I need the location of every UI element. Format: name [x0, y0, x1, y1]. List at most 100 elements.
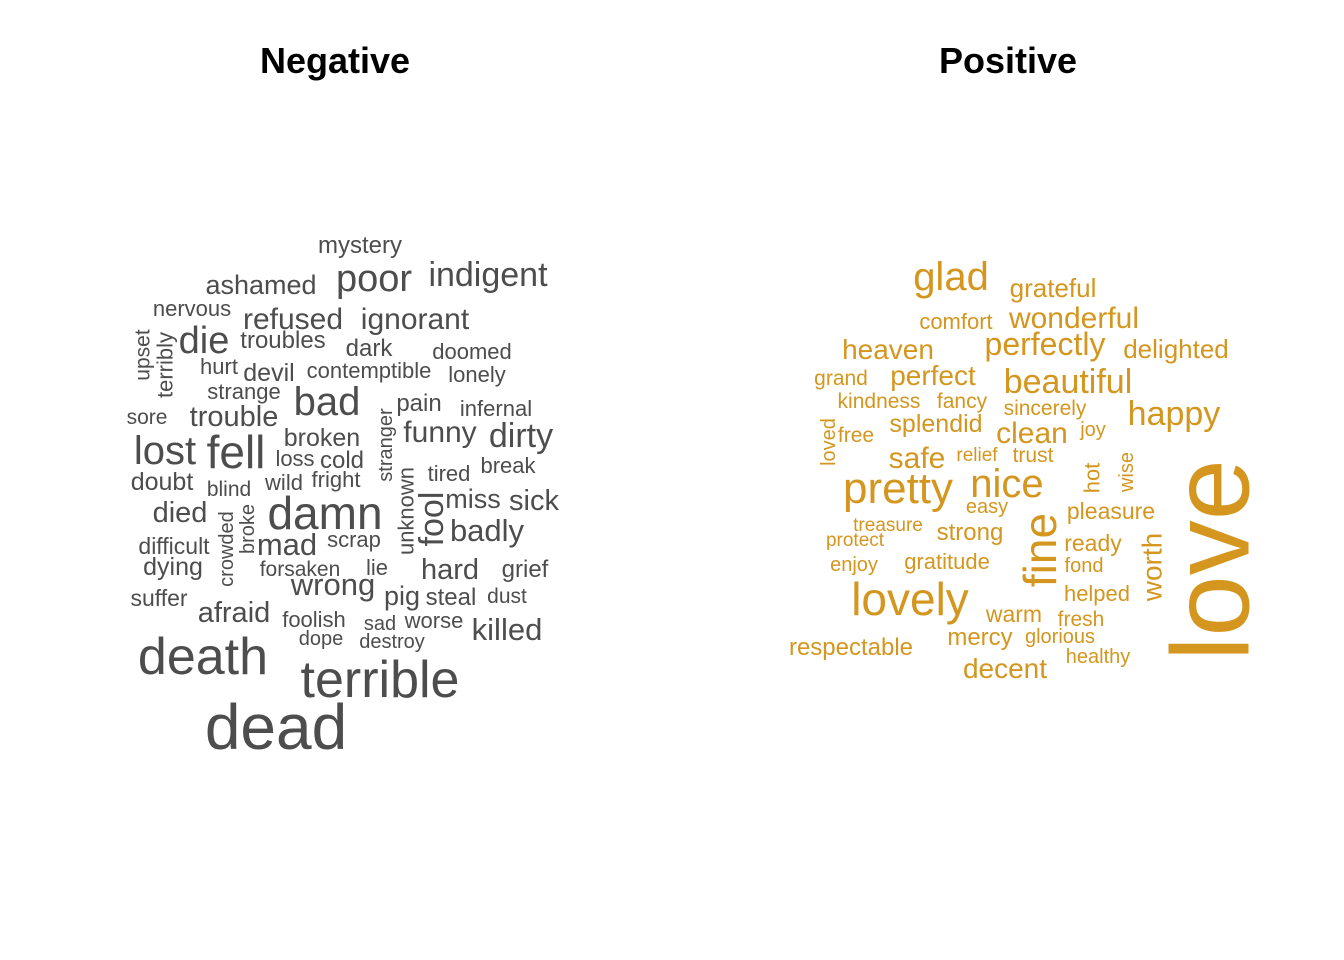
negative-word-dead: dead [205, 691, 347, 763]
negative-word-ignorant: ignorant [361, 303, 470, 336]
positive-word-fond: fond [1065, 555, 1104, 577]
positive-panel-title: Positive [938, 40, 1078, 81]
negative-word-sad: sad [364, 613, 396, 635]
positive-word-worth: worth [1137, 533, 1168, 602]
positive-word-easy: easy [966, 496, 1008, 518]
positive-word-enjoy: enjoy [830, 554, 878, 576]
negative-word-lonely: lonely [448, 362, 505, 387]
positive-word-fresh: fresh [1058, 608, 1105, 631]
negative-panel-title: Negative [259, 40, 411, 81]
positive-word-glad: glad [913, 255, 989, 299]
positive-word-fancy: fancy [937, 390, 988, 413]
negative-word-indigent: indigent [428, 256, 548, 294]
negative-word-difficult: difficult [138, 533, 210, 559]
negative-word-doomed: doomed [432, 339, 512, 364]
positive-word-free: free [838, 424, 874, 447]
positive-word-delighted: delighted [1123, 334, 1229, 364]
negative-word-wild: wild [264, 470, 303, 495]
negative-word-dirty: dirty [489, 417, 553, 455]
positive-word-gratitude: gratitude [904, 549, 990, 574]
positive-word-strong: strong [937, 519, 1004, 546]
negative-word-die: die [179, 320, 230, 362]
negative-word-damn: damn [267, 487, 382, 539]
positive-word-protect: protect [826, 530, 885, 551]
positive-word-sincerely: sincerely [1004, 397, 1087, 420]
positive-word-safe: safe [889, 442, 946, 475]
negative-word-break: break [480, 453, 536, 478]
positive-word-comfort: comfort [919, 309, 992, 334]
negative-word-afraid: afraid [198, 597, 271, 629]
positive-word-splendid: splendid [889, 410, 982, 438]
negative-word-nervous: nervous [153, 296, 231, 321]
negative-word-killed: killed [472, 612, 543, 647]
negative-word-hurt: hurt [200, 354, 238, 379]
negative-word-broke: broke [237, 504, 259, 554]
negative-word-grief: grief [502, 556, 549, 583]
negative-word-pig: pig [384, 581, 420, 611]
negative-word-terrible: terrible [301, 651, 460, 709]
negative-word-stranger: stranger [375, 408, 397, 482]
negative-word-worse: worse [404, 608, 464, 633]
negative-word-death: death [138, 628, 268, 686]
positive-word-kindness: kindness [838, 390, 921, 413]
negative-word-cold: cold [320, 447, 364, 474]
negative-word-infernal: infernal [460, 396, 532, 421]
positive-word-grand: grand [814, 367, 868, 390]
positive-word-hot: hot [1080, 463, 1105, 494]
negative-word-blind: blind [207, 478, 251, 501]
positive-word-clean: clean [996, 417, 1068, 450]
negative-word-foolish: foolish [282, 607, 346, 632]
negative-word-forsaken: forsaken [260, 558, 341, 581]
negative-word-trouble: trouble [190, 401, 279, 433]
positive-word-trust: trust [1013, 444, 1054, 467]
negative-word-sore: sore [127, 406, 168, 429]
negative-word-funny: funny [403, 416, 476, 449]
positive-word-glorious: glorious [1025, 626, 1095, 648]
negative-word-strange: strange [207, 379, 280, 404]
negative-word-dying: dying [143, 553, 203, 581]
positive-word-helped: helped [1064, 581, 1130, 606]
positive-word-perfectly: perfectly [985, 326, 1106, 362]
negative-word-hard: hard [421, 554, 479, 586]
negative-word-contemptible: contemptible [307, 358, 432, 383]
negative-word-lost: lost [134, 429, 196, 473]
positive-word-ready: ready [1064, 530, 1122, 556]
negative-word-refused: refused [243, 303, 343, 336]
positive-word-healthy: healthy [1066, 646, 1131, 668]
negative-word-crowded: crowded [216, 511, 238, 587]
negative-word-steal: steal [426, 584, 477, 611]
positive-word-respectable: respectable [789, 634, 913, 661]
positive-word-perfect: perfect [890, 360, 976, 391]
negative-word-pain: pain [396, 390, 441, 417]
positive-word-grateful: grateful [1010, 273, 1097, 303]
positive-word-relief: relief [956, 445, 998, 466]
negative-word-bad: bad [294, 380, 361, 424]
positive-word-pleasure: pleasure [1067, 498, 1155, 524]
negative-word-badly: badly [450, 513, 525, 548]
negative-word-dark: dark [346, 335, 394, 362]
negative-word-ashamed: ashamed [205, 270, 316, 300]
negative-word-dust: dust [487, 585, 527, 608]
positive-word-love: love [1150, 459, 1273, 661]
negative-word-fright: fright [312, 467, 361, 492]
negative-word-mystery: mystery [318, 232, 402, 259]
negative-word-miss: miss [445, 484, 501, 514]
negative-word-died: died [153, 497, 208, 529]
positive-word-nice: nice [970, 462, 1043, 506]
negative-word-poor: poor [336, 258, 412, 300]
negative-word-sick: sick [509, 485, 559, 517]
negative-word-dope: dope [299, 628, 344, 650]
positive-word-wise: wise [1116, 452, 1138, 493]
positive-word-mercy: mercy [947, 624, 1012, 651]
negative-word-unknown: unknown [394, 467, 419, 555]
negative-word-loss: loss [275, 446, 314, 471]
negative-word-lie: lie [366, 555, 388, 580]
positive-word-fine: fine [1014, 513, 1066, 587]
negative-word-fool: fool [413, 492, 451, 547]
positive-word-decent: decent [963, 653, 1047, 684]
positive-word-wonderful: wonderful [1008, 302, 1139, 335]
negative-word-devil: devil [243, 359, 294, 387]
negative-word-terribly: terribly [153, 332, 178, 398]
negative-word-mad: mad [257, 527, 317, 562]
